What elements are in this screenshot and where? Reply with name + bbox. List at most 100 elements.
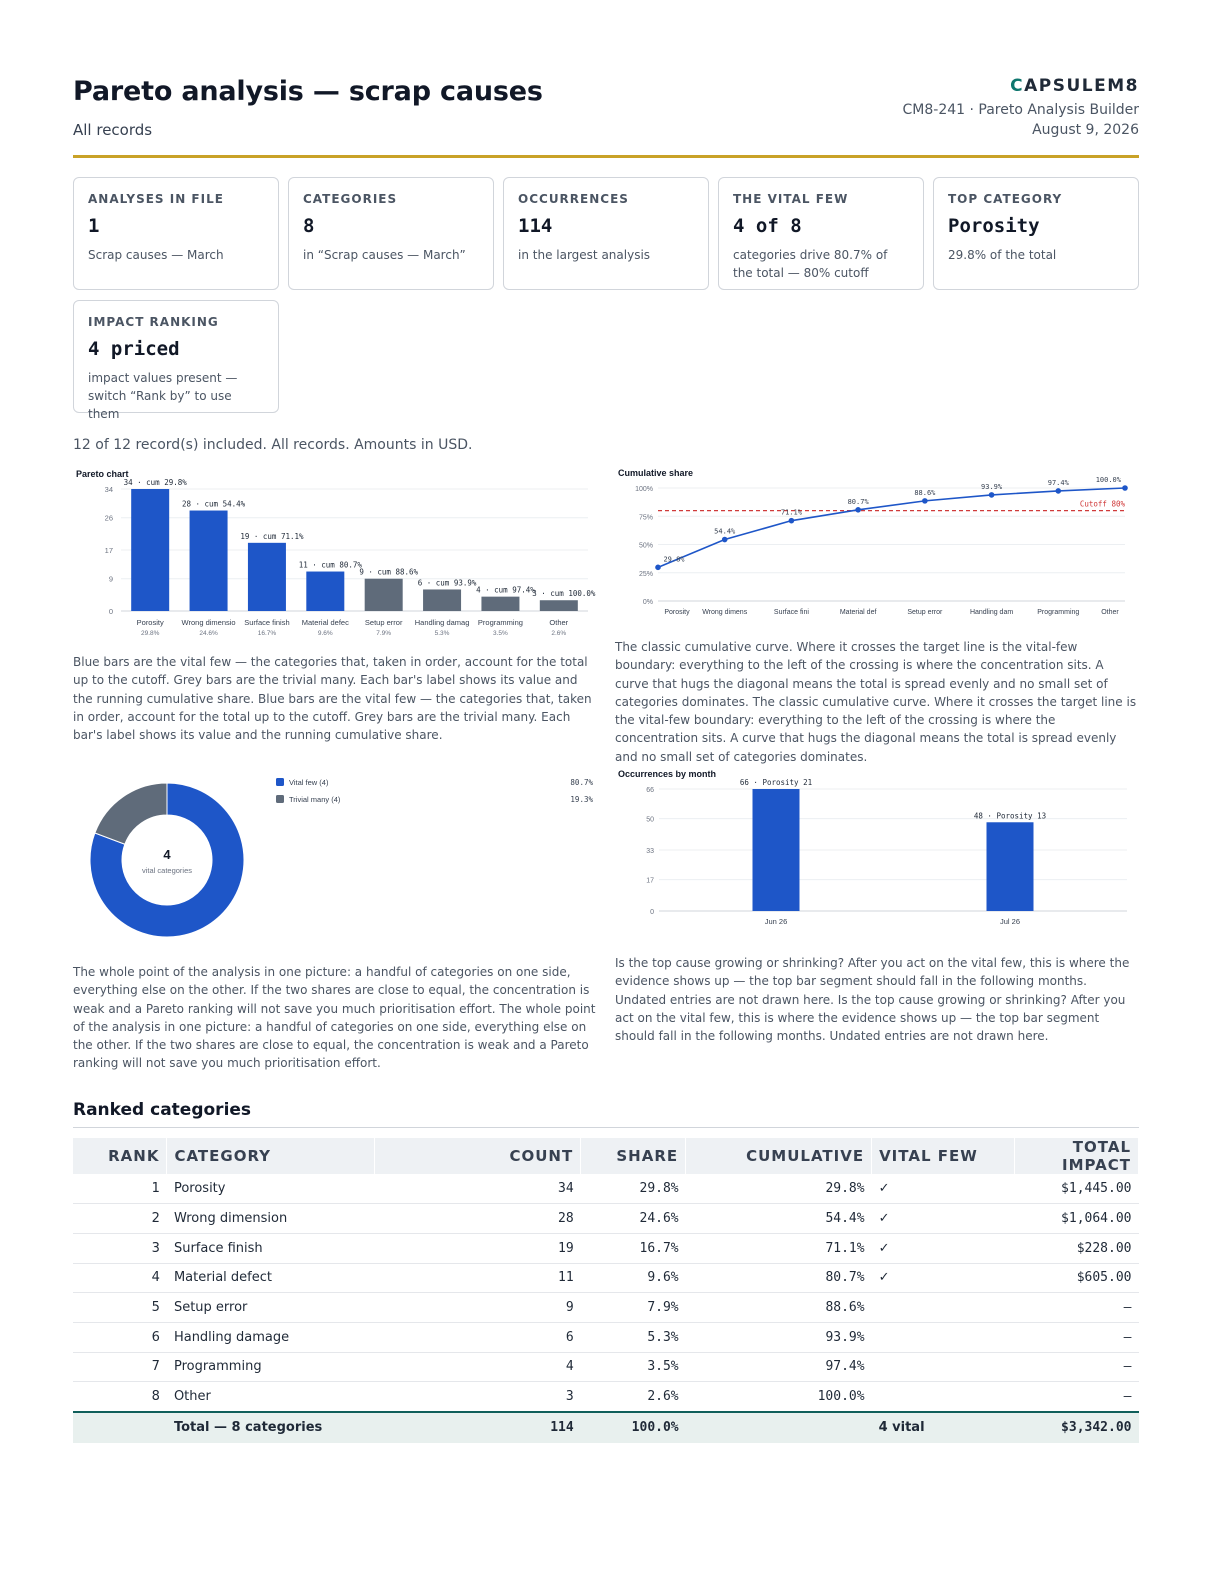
table-total-row: Total — 8 categories 114 100.0% 4 vital … (73, 1410, 1139, 1443)
column-header-rank[interactable]: RANK (73, 1138, 168, 1174)
pareto-bar (131, 489, 170, 611)
brand-block: CAPSULEM8 CM8-241 · Pareto Analysis Buil… (903, 76, 1140, 138)
x-tick-label: Setup error (365, 618, 403, 627)
y-tick-label: 17 (646, 878, 654, 885)
bar-data-label: 48 · Porosity 13 (974, 811, 1046, 820)
column-header-vital-few[interactable]: VITAL FEW (871, 1138, 1015, 1174)
x-tick-label: Jun 26 (765, 917, 788, 926)
cell-vital-few (871, 1352, 1015, 1383)
x-tick-label: Handling dam (970, 609, 1013, 616)
y-tick-label: 50 (646, 817, 654, 824)
card-value: 8 (303, 215, 315, 237)
card-label: OCCURRENCES (518, 192, 629, 206)
y-tick-label: 17 (105, 546, 113, 555)
cell-count: 34 (374, 1174, 581, 1205)
cumulative-point (655, 564, 661, 571)
x-tick-label: Handling damag (415, 618, 470, 627)
logo-mark: C (1010, 76, 1025, 96)
vital-split-donut: 4 vital categories Vital few (4) 80.7% Tri… (89, 778, 593, 938)
card-value: 114 (518, 215, 553, 237)
x-tick-label: Porosity (664, 609, 690, 616)
y-tick-label: 75% (639, 514, 653, 521)
cell-count: 3 (374, 1381, 581, 1412)
total-rank-cell (73, 1410, 167, 1443)
table-row: 7 Programming 4 3.5% 97.4% – (73, 1352, 1139, 1383)
total-vital: 4 vital (871, 1410, 1015, 1443)
x-tick-label: Material def (840, 609, 877, 616)
pareto-bar (247, 542, 286, 611)
card-label: TOP CATEGORY (948, 192, 1063, 206)
ranked-categories-table: RANK CATEGORY COUNT SHARE CUMULATIVE VIT… (73, 1138, 1140, 1443)
card-vital-few: THE VITAL FEW 4 of 8 categories drive 80… (718, 177, 924, 290)
cell-cumulative: 97.4% (685, 1352, 872, 1383)
cell-cumulative: 88.6% (685, 1292, 872, 1323)
column-header-total-impact[interactable]: TOTAL IMPACT (1014, 1138, 1140, 1174)
cell-cumulative: 29.8% (685, 1174, 872, 1205)
card-categories: CATEGORIES 8 in “Scrap causes — March” (288, 177, 494, 290)
y-tick-label: 0 (109, 607, 113, 616)
legend-value: 80.7% (570, 778, 593, 787)
cell-vital-few: ✓ (871, 1203, 1015, 1234)
cell-count: 19 (374, 1233, 581, 1264)
y-tick-label: 25% (639, 571, 653, 578)
card-label: ANALYSES IN FILE (88, 192, 224, 206)
cumulative-chart-title: Cumulative share (618, 468, 693, 478)
donut-slice (89, 782, 245, 938)
x-tick-share: 29.8% (141, 630, 160, 637)
point-data-label: 29.8% (663, 555, 685, 563)
pareto-bar (539, 600, 578, 611)
point-data-label: 97.4% (1048, 479, 1070, 487)
table-row: 1 Porosity 34 29.8% 29.8% ✓ $1,445.00 (73, 1174, 1139, 1205)
table-header-row: RANK CATEGORY COUNT SHARE CUMULATIVE VIT… (73, 1138, 1140, 1174)
y-tick-label: 34 (105, 485, 113, 494)
cell-vital-few: ✓ (871, 1174, 1015, 1205)
column-header-share[interactable]: SHARE (580, 1138, 687, 1174)
cell-rank: 4 (73, 1263, 167, 1294)
table-row: 8 Other 3 2.6% 100.0% – (73, 1381, 1139, 1412)
cell-category: Surface finish (166, 1233, 375, 1264)
donut-slice (94, 782, 168, 845)
x-tick-label: Porosity (137, 618, 164, 627)
cumulative-point (1122, 485, 1128, 491)
cutoff-label: Cutoff 80% (1080, 500, 1126, 509)
x-tick-label: Setup error (907, 609, 943, 616)
cell-category: Porosity (166, 1174, 375, 1205)
card-note: categories drive 80.7% of the total — 80… (733, 248, 888, 280)
month-bar (752, 789, 800, 911)
x-tick-label: Wrong dimensio (182, 618, 236, 627)
x-tick-share: 9.6% (318, 630, 333, 637)
column-header-cumulative[interactable]: CUMULATIVE (685, 1138, 873, 1174)
pareto-chart: Pareto chart 0 9 17 26 34 34 · cum 29.8% Poros… (76, 469, 596, 637)
column-header-count[interactable]: COUNT (374, 1138, 582, 1174)
card-note: 29.8% of the total (948, 248, 1057, 262)
cell-rank: 6 (73, 1322, 167, 1353)
bar-data-label: 28 · cum 54.4% (182, 500, 246, 509)
x-tick-label: Material defec (302, 618, 349, 627)
cell-vital-few (871, 1322, 1015, 1353)
x-tick-share: 5.3% (435, 630, 450, 637)
y-tick-label: 50% (639, 543, 653, 550)
bar-data-label: 11 · cum 80.7% (299, 561, 363, 570)
cumulative-point (922, 498, 928, 504)
card-note: in the largest analysis (518, 248, 651, 262)
x-tick-share: 2.6% (551, 630, 566, 637)
card-analyses-in-file: ANALYSES IN FILE 1 Scrap causes — March (73, 177, 279, 290)
cell-count: 28 (374, 1203, 581, 1234)
x-tick-label: Programming (478, 618, 523, 627)
column-header-category[interactable]: CATEGORY (166, 1138, 376, 1174)
occurrences-by-month-chart: Occurrences by month 0 17 33 50 66 66 · Poros… (618, 769, 1127, 926)
ranked-categories-title: Ranked categories (73, 1100, 252, 1120)
cumulative-point (721, 536, 728, 543)
cell-category: Handling damage (166, 1322, 375, 1353)
cell-total-impact: $1,445.00 (1014, 1174, 1139, 1205)
bar-data-label: 34 · cum 29.8% (124, 478, 188, 487)
cell-category: Programming (166, 1352, 375, 1383)
x-tick-label: Programming (1037, 609, 1079, 616)
cell-vital-few: ✓ (871, 1233, 1015, 1264)
cell-vital-few: ✓ (871, 1263, 1015, 1294)
pareto-caption: Blue bars are the vital few — the catego… (73, 655, 592, 743)
bar-data-label: 6 · cum 93.9% (418, 578, 477, 587)
cumulative-point (855, 507, 861, 513)
cell-share: 5.3% (580, 1322, 686, 1353)
point-data-label: 80.7% (848, 498, 870, 506)
